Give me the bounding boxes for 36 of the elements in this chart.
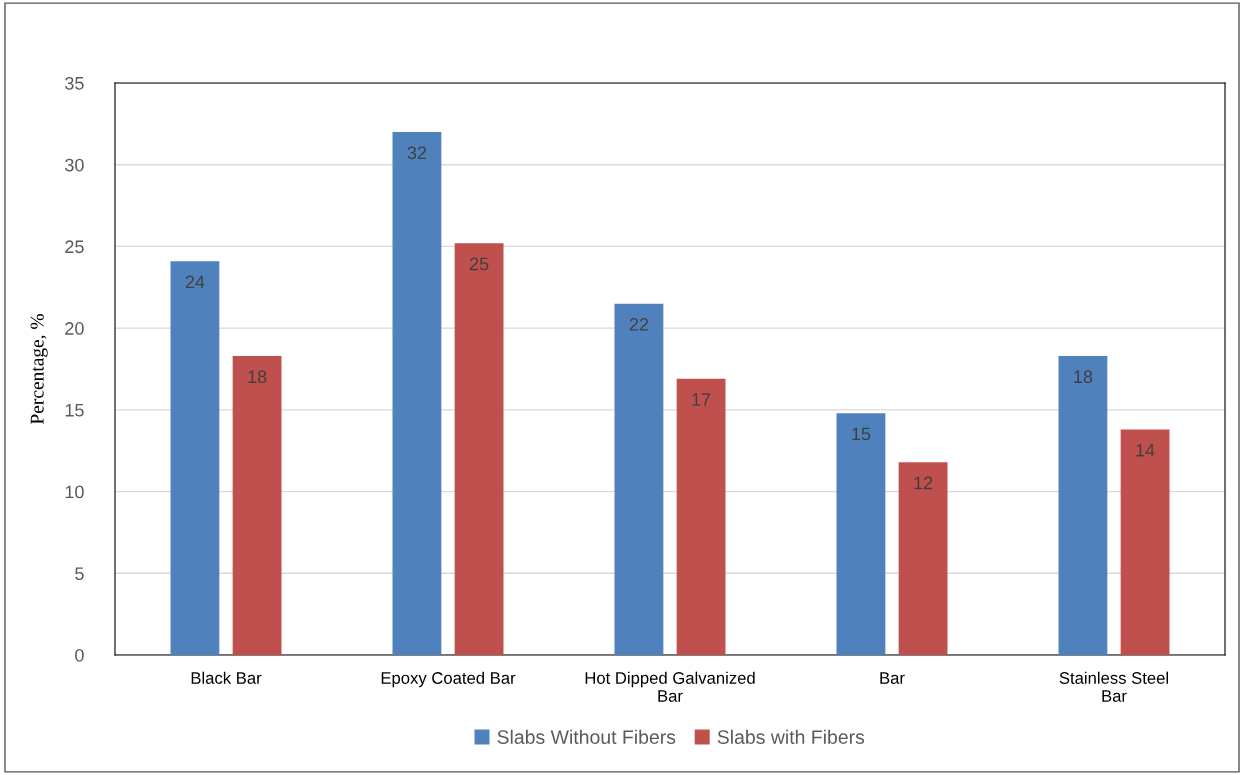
y-tick-label: 20: [65, 322, 84, 335]
data-label: 24: [185, 275, 205, 289]
y-tick-label: 5: [75, 567, 84, 581]
data-label: 18: [1074, 370, 1093, 384]
y-axis-title: Percentage, %: [30, 314, 48, 425]
bar: [676, 378, 726, 655]
bar: [836, 413, 886, 655]
legend-label: Slabs Without Fibers: [497, 729, 676, 744]
data-label: 14: [1136, 444, 1155, 457]
data-label: 22: [629, 317, 649, 331]
legend-label: Slabs with Fibers: [717, 729, 865, 744]
y-tick-label: 10: [65, 485, 84, 499]
bar: [614, 303, 664, 655]
data-label: 12: [914, 476, 933, 490]
y-tick-label: 25: [65, 240, 84, 254]
x-tick-label: Stainless Steel Bar: [1059, 671, 1169, 702]
x-tick-label: Bar: [880, 672, 905, 684]
bar: [454, 243, 504, 655]
y-tick-label: 15: [65, 403, 84, 417]
x-tick-label: Hot Dipped Galvanized Bar: [585, 671, 755, 702]
bar: [170, 261, 220, 655]
data-label: 15: [852, 427, 871, 441]
bar: [1120, 429, 1170, 655]
data-label: 25: [469, 257, 489, 271]
bar: [392, 132, 442, 655]
y-tick-label: 30: [65, 158, 84, 172]
y-tick-label: 35: [65, 76, 84, 90]
bar: [1058, 355, 1108, 655]
data-label: 32: [407, 146, 427, 160]
data-label: 18: [248, 370, 267, 384]
x-tick-label: Epoxy Coated Bar: [381, 671, 516, 688]
y-tick-label: 0: [75, 648, 84, 662]
data-label: 17: [692, 393, 711, 406]
bar: [898, 462, 948, 655]
x-tick-label: Black Bar: [191, 671, 262, 684]
bar: [232, 355, 282, 655]
